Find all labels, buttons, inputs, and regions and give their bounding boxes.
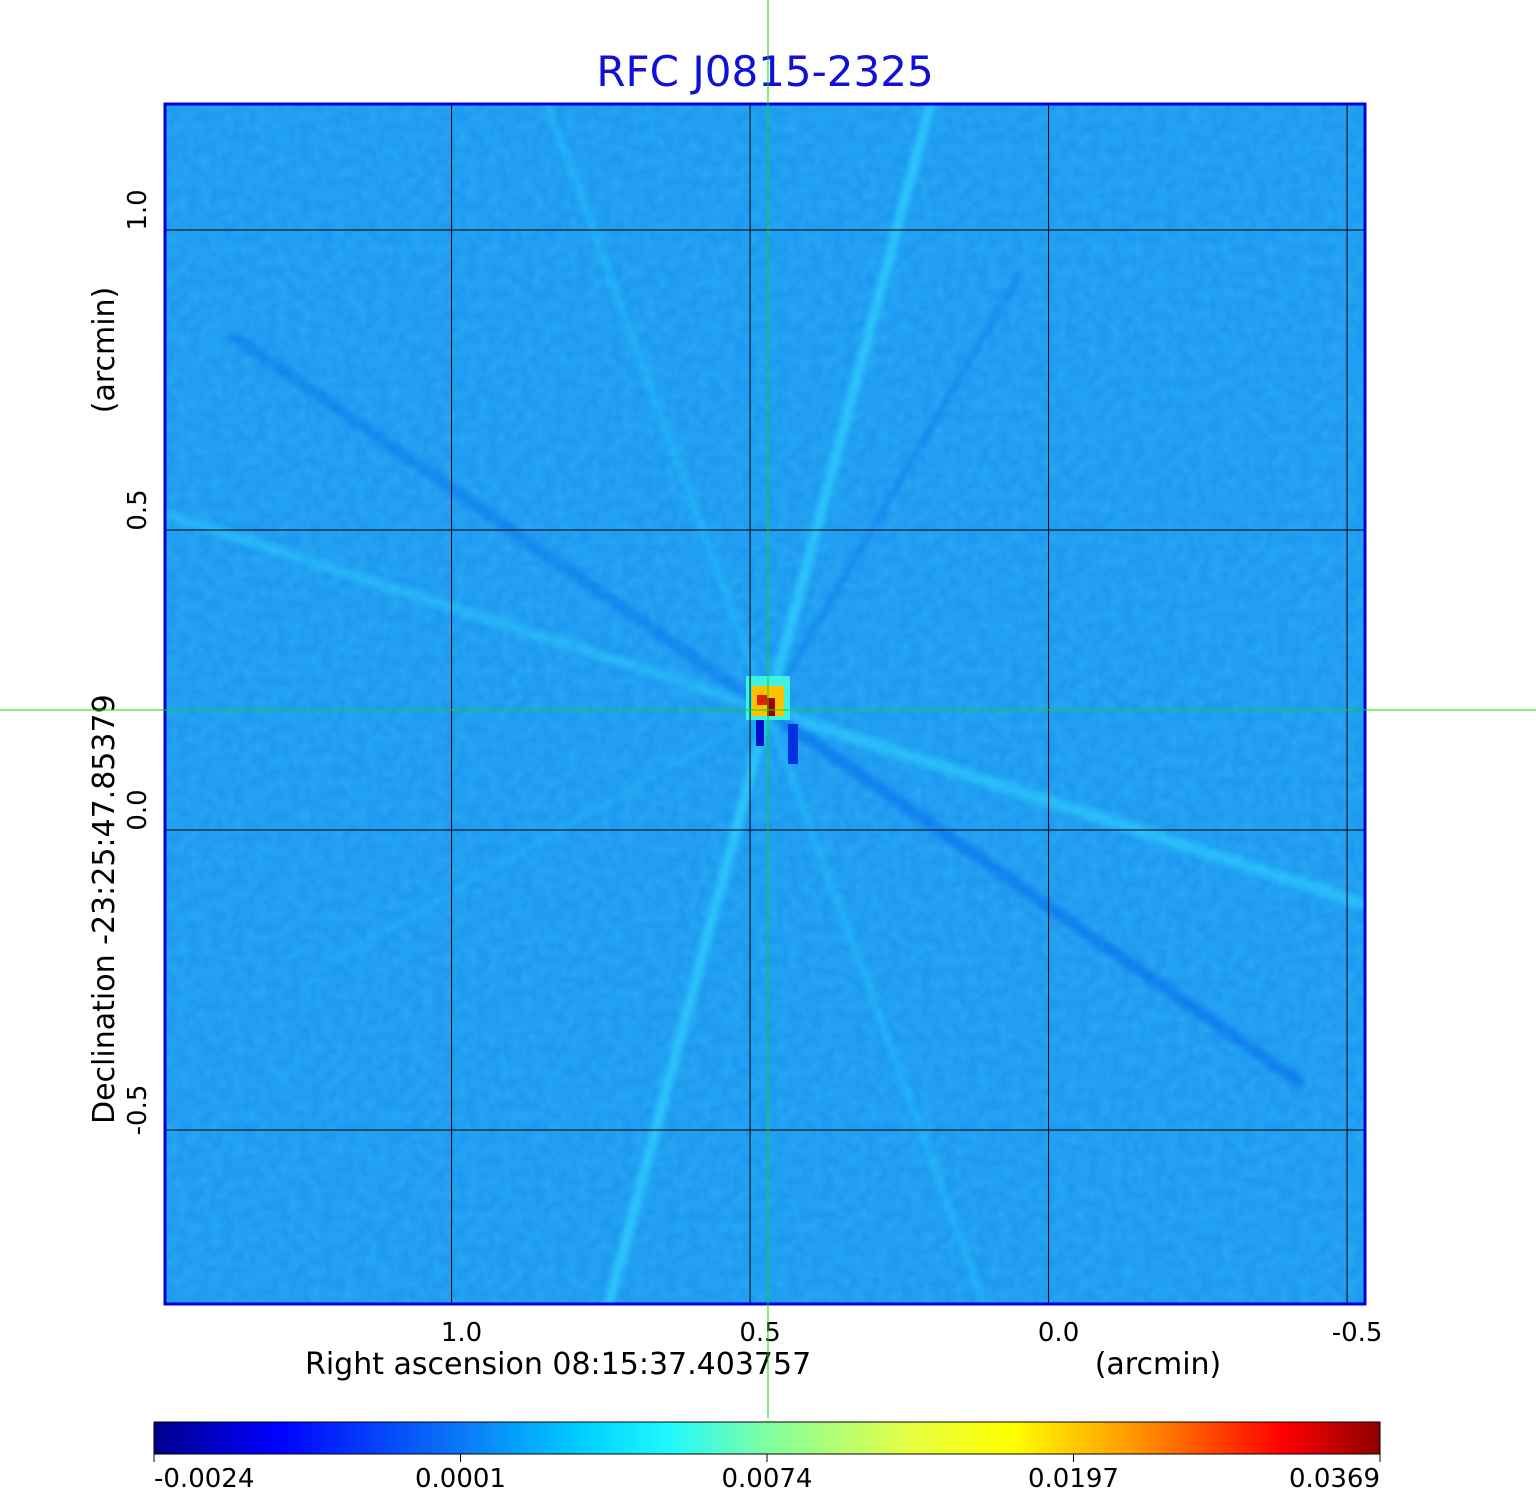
source-peak-pixel (766, 698, 775, 716)
x-tick-label: 1.0 (441, 1318, 482, 1348)
sidelobe-streak-5 (763, 706, 989, 1304)
sidelobe-streak-8 (764, 273, 1021, 713)
x-axis-tick-labels: 1.0 0.5 0.0 -0.5 (441, 1318, 1383, 1348)
colorbar-tick-label: 0.0074 (722, 1464, 813, 1494)
sidelobe-streak-4 (543, 104, 772, 714)
source-negative-lobe (755, 720, 764, 746)
colorbar-tick-label: 0.0001 (415, 1464, 506, 1494)
y-tick-label: 0.0 (123, 789, 153, 830)
source-peak-pixel (756, 695, 767, 705)
chart-title: RFC J0815-2325 (596, 47, 933, 96)
coordinate-grid (165, 104, 1365, 1304)
colorbar-ticks: -0.0024 0.0001 0.0074 0.0197 0.0369 (153, 1454, 1381, 1494)
colorbar-tick-label: 0.0197 (1028, 1464, 1119, 1494)
image-plot-area (165, 104, 1365, 1304)
colorbar (153, 1421, 1381, 1455)
sidelobe-streaks (165, 104, 1365, 1304)
x-axis-unit: (arcmin) (1095, 1347, 1222, 1382)
source-negative-lobe (787, 724, 798, 764)
x-axis-label: Right ascension 08:15:37.403757 (305, 1347, 811, 1382)
y-tick-label: 1.0 (123, 189, 153, 230)
y-axis-tick-labels: 1.0 0.5 0.0 -0.5 (123, 189, 153, 1135)
sidelobe-streak-2 (761, 704, 1365, 911)
y-tick-label: 0.5 (123, 489, 153, 530)
sidelobe-streak-1 (603, 705, 773, 1304)
y-axis-label: Declination -23:25:47.85379 (87, 694, 122, 1124)
colorbar-tick-label: 0.0369 (1289, 1464, 1380, 1494)
sidelobe-streak-0 (762, 104, 936, 715)
sidelobe-streak-6 (761, 704, 1307, 1089)
x-tick-label: -0.5 (1332, 1318, 1383, 1348)
x-tick-label: 0.5 (739, 1318, 780, 1348)
sidelobe-streak-7 (229, 331, 774, 716)
sidelobe-streak-9 (331, 707, 771, 963)
x-tick-label: 0.0 (1038, 1318, 1079, 1348)
sidelobe-streak-3 (165, 508, 773, 715)
plot-frame (163, 102, 1367, 1306)
colorbar-tick-label: -0.0024 (154, 1464, 254, 1494)
crosshair (0, 0, 1536, 1418)
y-tick-label: -0.5 (123, 1085, 153, 1136)
y-axis-unit: (arcmin) (87, 287, 122, 414)
